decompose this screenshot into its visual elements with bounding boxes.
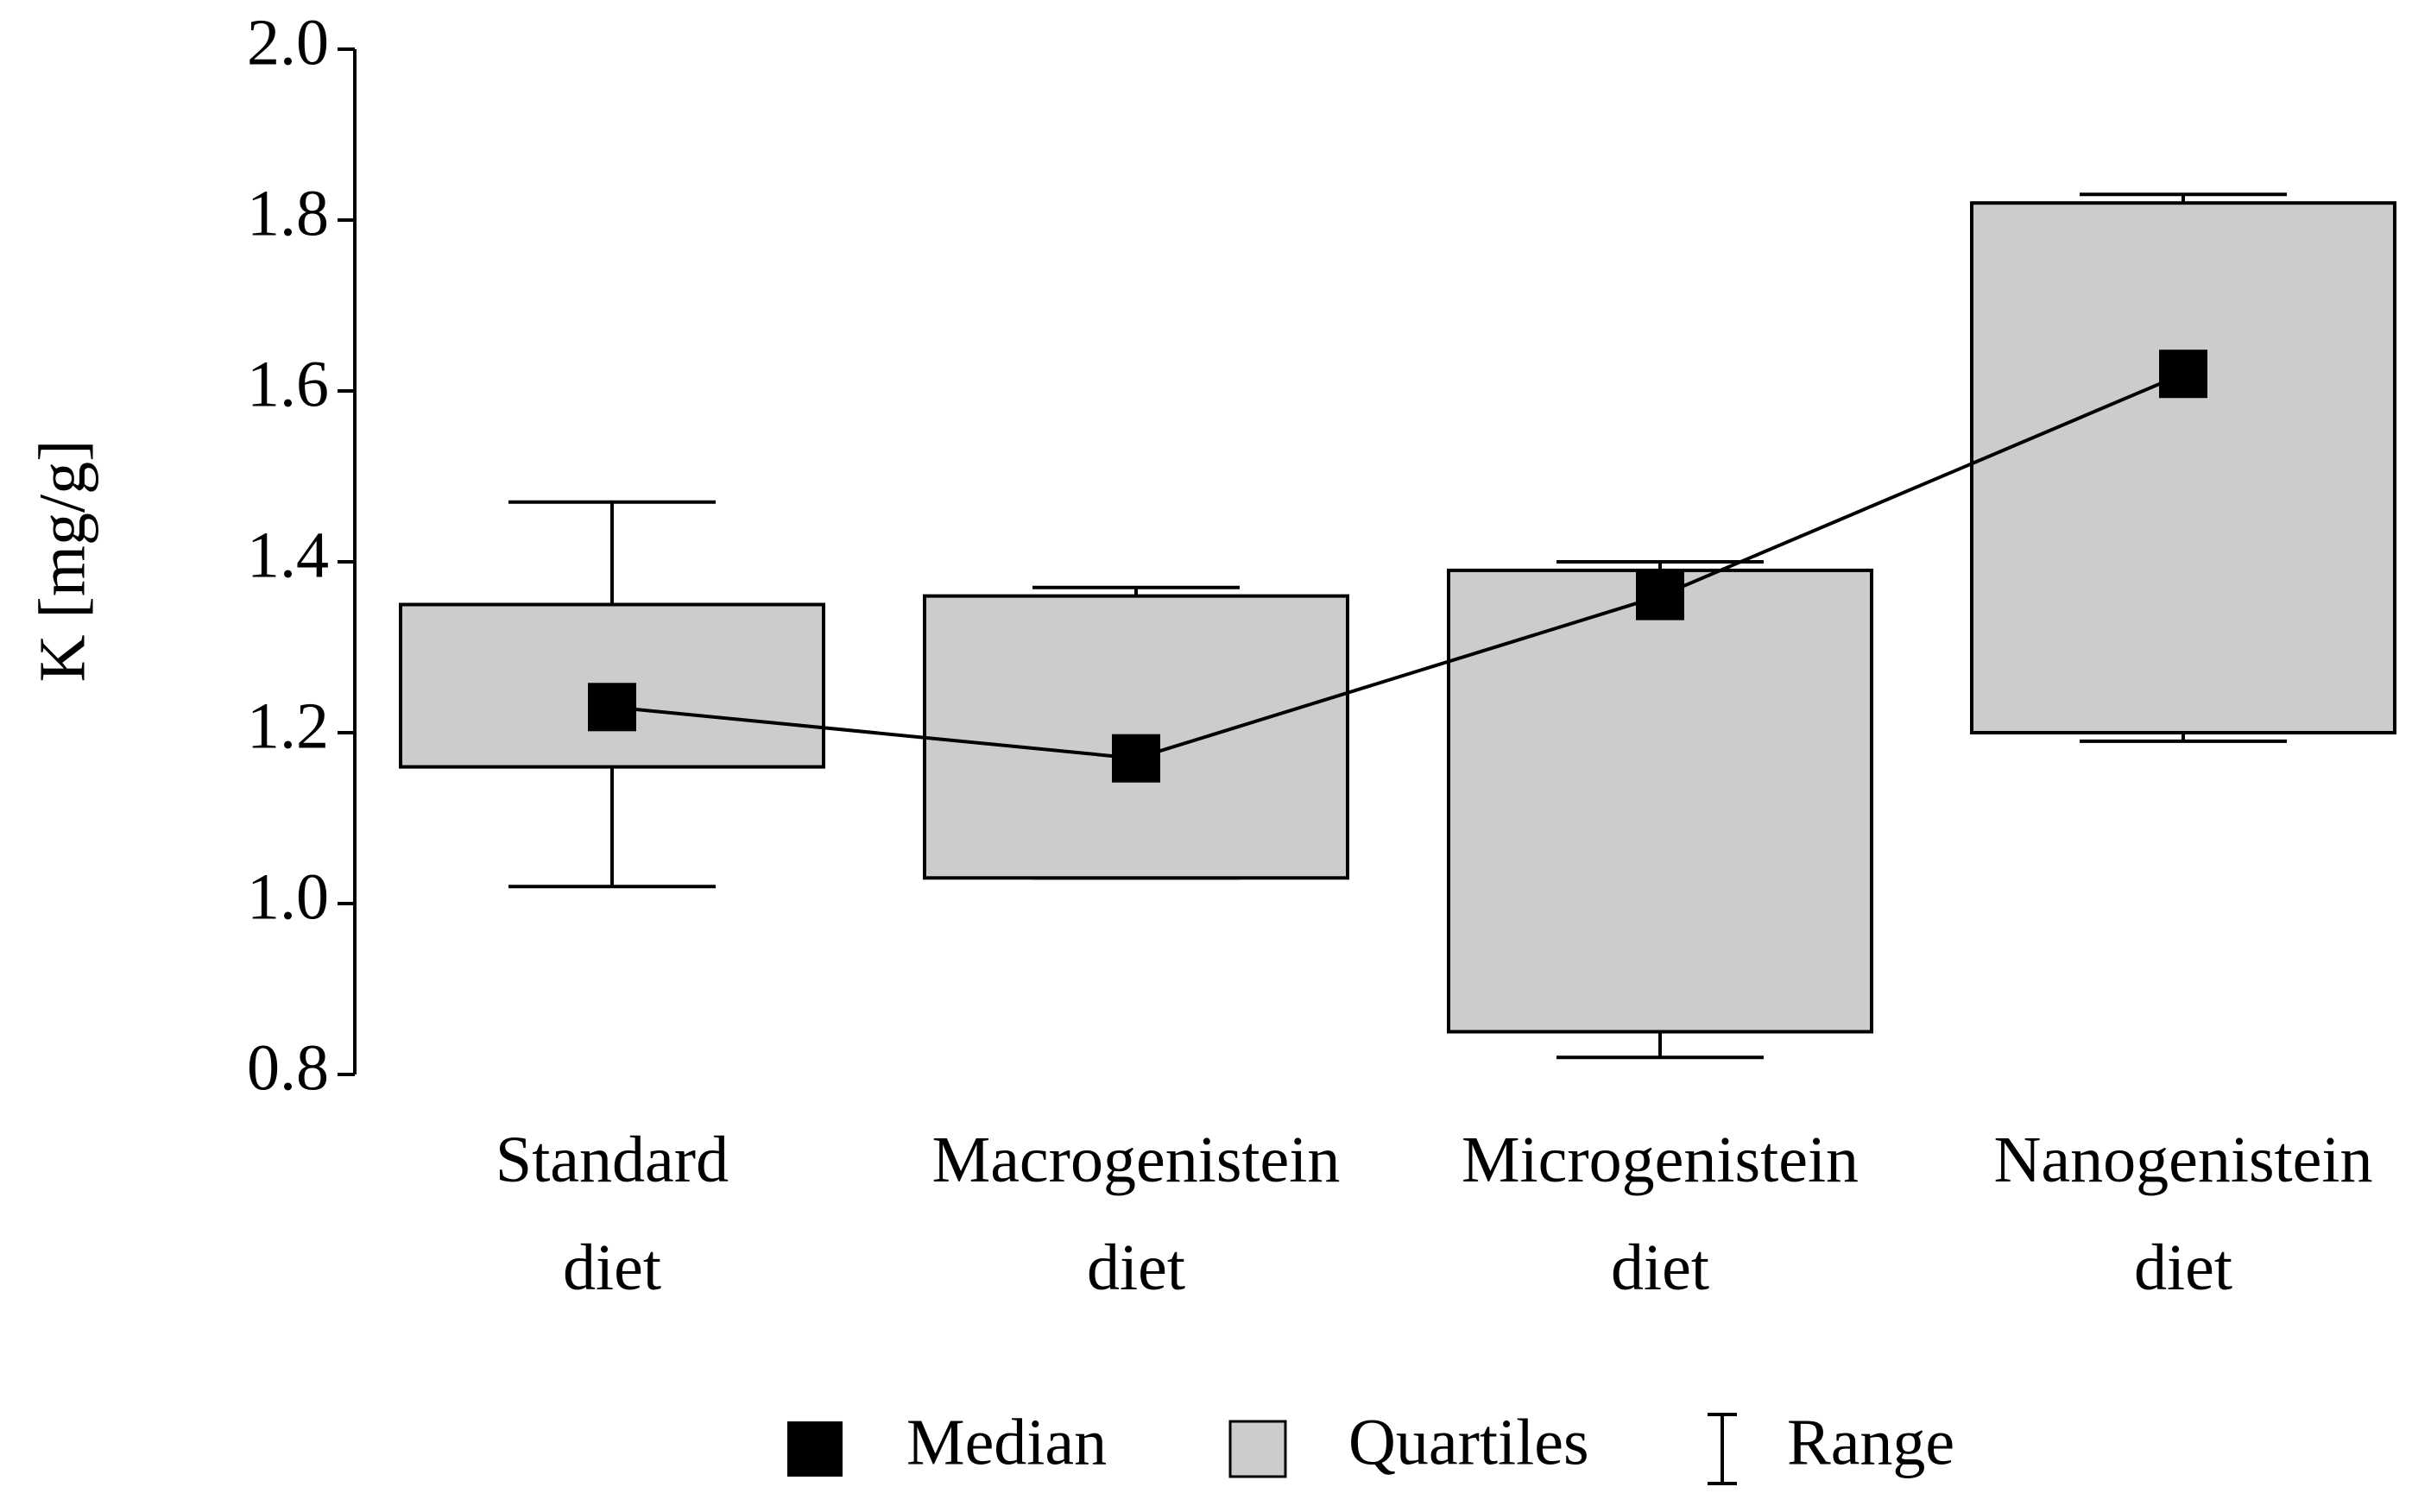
legend-label: Range <box>1787 1406 1954 1478</box>
x-tick-label: Macrogenistein diet <box>932 1124 1341 1304</box>
median-marker <box>1112 734 1160 783</box>
y-tick-label: 1.0 <box>247 860 329 933</box>
x-tick-label: Nanogenistein diet <box>1993 1124 2372 1304</box>
box <box>1447 568 1873 1034</box>
median-marker <box>2159 350 2207 399</box>
y-tick-label: 1.2 <box>247 690 329 762</box>
x-tick-label: Standard diet <box>496 1124 729 1304</box>
y-tick-label: 1.4 <box>247 519 329 591</box>
box <box>1970 201 2396 734</box>
y-axis-label: K [mg/g] <box>26 440 98 683</box>
y-tick-label: 1.6 <box>247 348 329 420</box>
legend-label: Quartiles <box>1348 1406 1589 1478</box>
legend-label: Median <box>906 1406 1107 1478</box>
y-tick-label: 0.8 <box>247 1031 329 1104</box>
median-marker <box>588 683 636 732</box>
legend-median-swatch <box>787 1421 843 1477</box>
y-tick-label: 2.0 <box>247 6 329 79</box>
median-line <box>611 372 2184 760</box>
x-tick-label: Microgenistein diet <box>1462 1124 1859 1304</box>
legend-quartiles-swatch <box>1228 1420 1287 1478</box>
y-tick-label: 1.8 <box>247 177 329 249</box>
median-marker <box>1636 571 1684 621</box>
